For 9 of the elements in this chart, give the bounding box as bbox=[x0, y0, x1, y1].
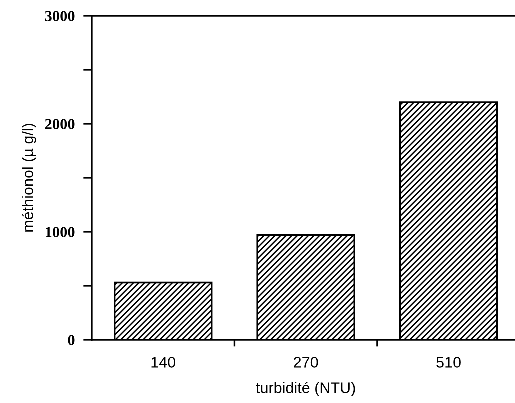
y-tick-label: 2000 bbox=[45, 119, 75, 130]
x-tick-label: 140 bbox=[152, 357, 176, 368]
x-axis-title: turbidité (NTU) bbox=[256, 382, 356, 396]
y-axis-title: méthionol (µ g/l) bbox=[22, 124, 36, 232]
x-tick-label: 270 bbox=[294, 357, 318, 368]
y-tick-label: 1000 bbox=[46, 227, 75, 238]
y-tick-label: 0 bbox=[68, 335, 75, 346]
x-tick-label: 510 bbox=[436, 357, 461, 368]
y-tick-label: 3000 bbox=[45, 11, 75, 22]
